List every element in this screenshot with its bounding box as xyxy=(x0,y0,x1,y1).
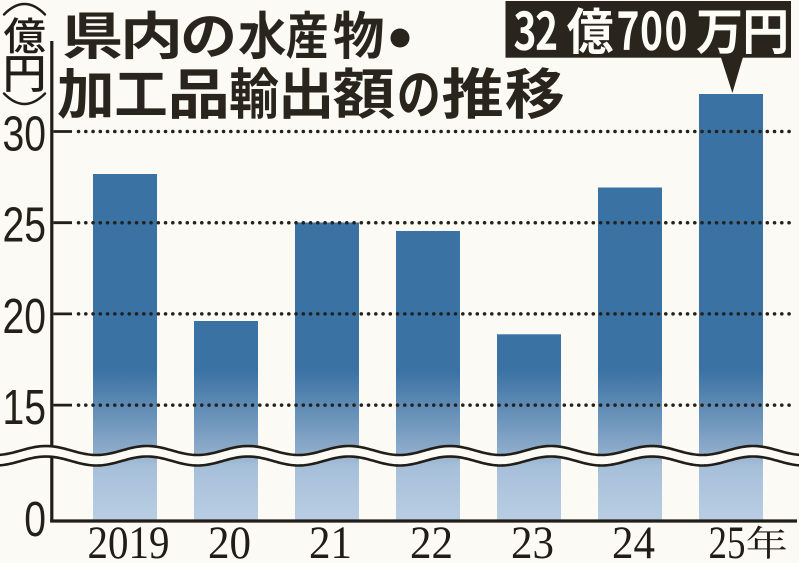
svg-text:23: 23 xyxy=(511,517,554,563)
svg-text:0: 0 xyxy=(24,493,46,547)
svg-text:21: 21 xyxy=(309,517,352,563)
svg-text:30: 30 xyxy=(3,107,46,161)
svg-text:20: 20 xyxy=(208,517,251,563)
svg-text:22: 22 xyxy=(410,517,453,563)
svg-text:24: 24 xyxy=(612,517,655,563)
svg-text:15: 15 xyxy=(3,381,46,435)
svg-text:25: 25 xyxy=(3,198,46,252)
svg-text:2019: 2019 xyxy=(88,517,170,563)
svg-text:25: 25 xyxy=(709,517,746,563)
svg-text:20: 20 xyxy=(3,290,46,344)
